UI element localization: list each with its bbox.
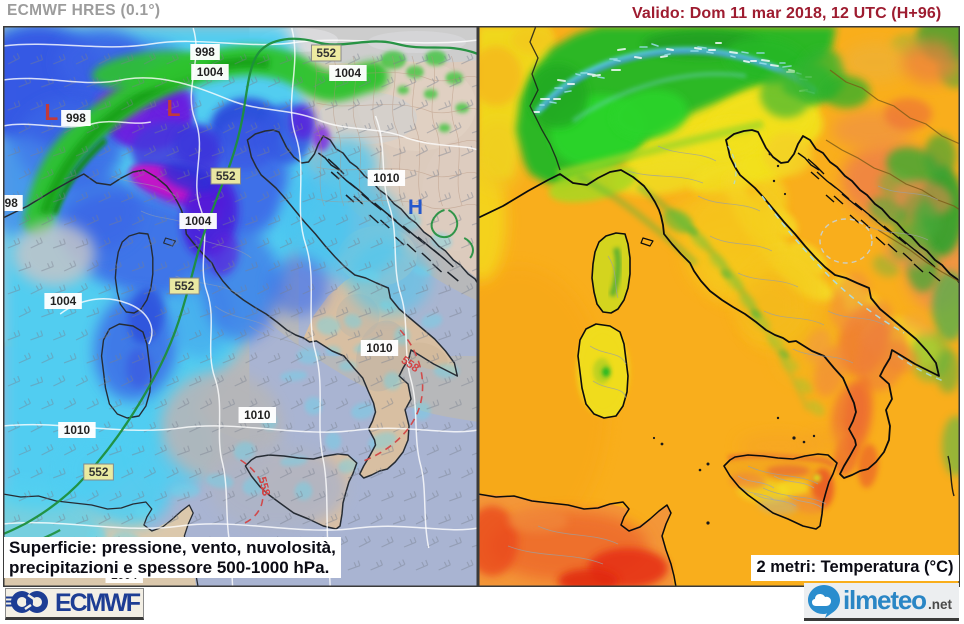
svg-text:552: 552 bbox=[174, 279, 194, 293]
svg-text:.net: .net bbox=[928, 597, 953, 612]
svg-text:558: 558 bbox=[255, 476, 271, 498]
svg-text:1004: 1004 bbox=[197, 65, 224, 79]
svg-text:552: 552 bbox=[89, 465, 109, 479]
svg-text:552: 552 bbox=[316, 46, 336, 60]
svg-text:ECMWF: ECMWF bbox=[55, 589, 141, 615]
svg-text:1010: 1010 bbox=[373, 171, 400, 185]
svg-text:552: 552 bbox=[216, 169, 236, 183]
svg-text:1004: 1004 bbox=[185, 214, 212, 228]
svg-text:1010: 1010 bbox=[366, 341, 393, 355]
svg-text:998: 998 bbox=[66, 111, 86, 125]
svg-text:L: L bbox=[167, 95, 181, 121]
svg-text:ilmeteo: ilmeteo bbox=[843, 585, 927, 615]
svg-text:1010: 1010 bbox=[64, 423, 91, 437]
svg-text:1010: 1010 bbox=[244, 408, 271, 422]
svg-text:L: L bbox=[44, 99, 58, 125]
svg-text:1004: 1004 bbox=[50, 294, 77, 308]
svg-text:998: 998 bbox=[195, 45, 215, 59]
svg-text:1004: 1004 bbox=[335, 66, 362, 80]
svg-text:H: H bbox=[408, 196, 423, 219]
svg-text:998: 998 bbox=[3, 196, 18, 210]
